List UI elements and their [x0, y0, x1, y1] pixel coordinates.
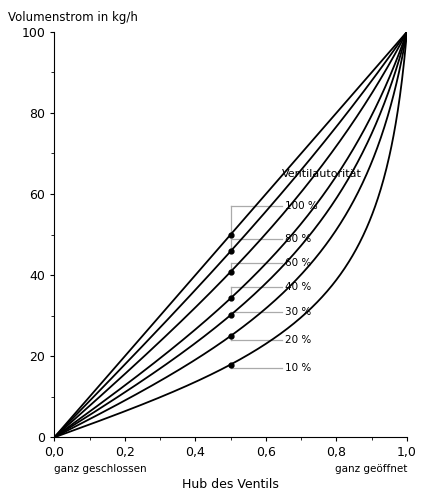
- Text: ganz geschlossen: ganz geschlossen: [54, 464, 147, 474]
- Text: 30 %: 30 %: [285, 306, 312, 316]
- Text: 60 %: 60 %: [285, 258, 312, 268]
- Text: Ventilautorität: Ventilautorität: [282, 169, 362, 179]
- Text: 40 %: 40 %: [285, 282, 312, 292]
- Text: 20 %: 20 %: [285, 335, 312, 345]
- Text: Hub des Ventils: Hub des Ventils: [182, 478, 279, 491]
- Text: 100 %: 100 %: [285, 201, 318, 211]
- Text: 10 %: 10 %: [285, 364, 312, 374]
- Text: Volumenstrom in kg/h: Volumenstrom in kg/h: [9, 10, 138, 24]
- Text: ganz geöffnet: ganz geöffnet: [335, 464, 407, 474]
- Text: 80 %: 80 %: [285, 234, 312, 243]
